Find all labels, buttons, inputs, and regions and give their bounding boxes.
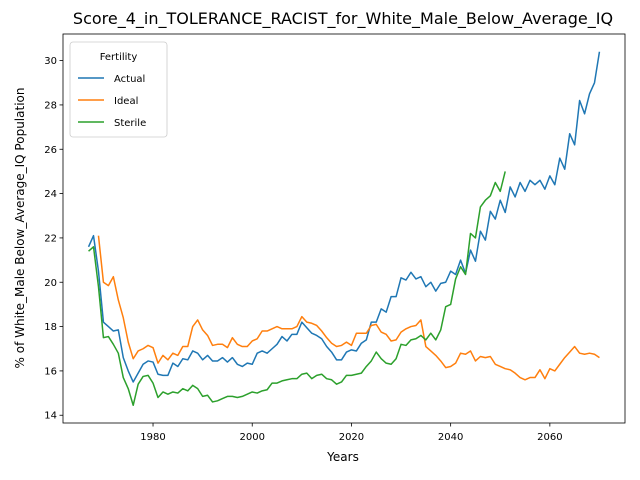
legend: Fertility Actual Ideal Sterile <box>69 41 168 138</box>
y-tick-label: 26 <box>44 145 57 156</box>
x-tick-label: 2000 <box>240 432 265 443</box>
x-tick-label: 2060 <box>537 432 562 443</box>
y-tick-label: 16 <box>44 366 57 377</box>
x-axis-label: Years <box>326 450 359 464</box>
plot-frame <box>62 33 626 424</box>
series-line <box>97 235 600 381</box>
y-tick-label: 22 <box>44 233 57 244</box>
legend-box <box>69 41 168 138</box>
y-axis-label: % of White_Male Below_Average_IQ Populat… <box>13 88 27 369</box>
y-tick-label: 18 <box>44 322 57 333</box>
chart-title: Score_4_in_TOLERANCE_RACIST_for_White_Ma… <box>73 9 613 29</box>
legend-title: Fertility <box>100 52 138 63</box>
plot-area <box>87 51 601 407</box>
y-tick-label: 14 <box>44 411 57 422</box>
series-line <box>88 171 506 407</box>
y-tick-label: 24 <box>44 189 57 200</box>
y-tick-label: 20 <box>44 278 57 289</box>
x-tick-label: 1980 <box>140 432 165 443</box>
legend-label: Sterile <box>114 118 146 129</box>
series-line <box>87 51 601 383</box>
y-tick-label: 30 <box>44 56 57 67</box>
x-tick-label: 2020 <box>339 432 364 443</box>
y-tick-label: 28 <box>44 100 57 111</box>
x-tick-label: 2040 <box>438 432 463 443</box>
legend-label: Ideal <box>114 96 138 107</box>
legend-label: Actual <box>114 74 145 85</box>
